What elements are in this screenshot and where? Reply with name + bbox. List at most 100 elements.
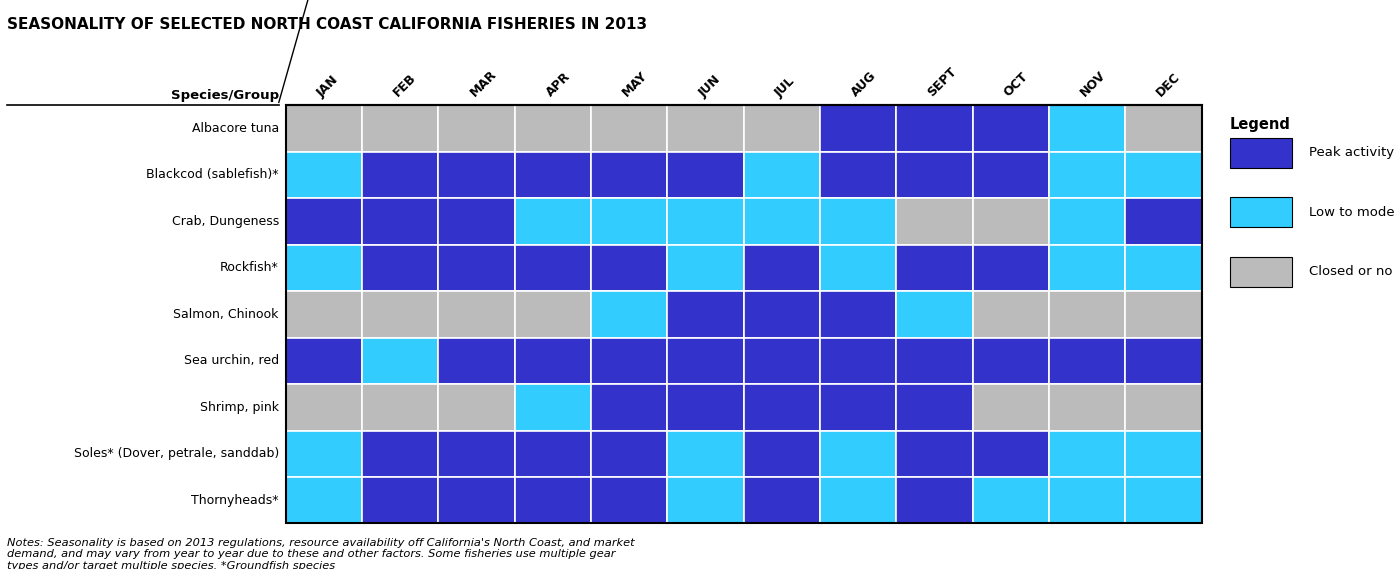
- Bar: [896, 105, 973, 152]
- Bar: [896, 337, 973, 384]
- Bar: [591, 431, 668, 477]
- Bar: [744, 477, 820, 523]
- Bar: [1125, 105, 1202, 152]
- Bar: [286, 291, 362, 337]
- Bar: [820, 152, 896, 198]
- Bar: [744, 337, 820, 384]
- Bar: [744, 198, 820, 245]
- Bar: [1048, 152, 1125, 198]
- Text: SEASONALITY OF SELECTED NORTH COAST CALIFORNIA FISHERIES IN 2013: SEASONALITY OF SELECTED NORTH COAST CALI…: [7, 17, 647, 32]
- Bar: [438, 477, 514, 523]
- Bar: [362, 105, 438, 152]
- Text: Crab, Dungeness: Crab, Dungeness: [171, 215, 279, 228]
- Text: Rockfish*: Rockfish*: [220, 261, 279, 274]
- Bar: [744, 245, 820, 291]
- Bar: [1125, 152, 1202, 198]
- Bar: [362, 198, 438, 245]
- Bar: [514, 337, 591, 384]
- Bar: [1125, 477, 1202, 523]
- Bar: [1125, 245, 1202, 291]
- Text: APR: APR: [544, 71, 573, 100]
- Bar: [1048, 291, 1125, 337]
- Bar: [820, 431, 896, 477]
- Bar: [744, 431, 820, 477]
- Bar: [286, 105, 362, 152]
- Bar: [362, 337, 438, 384]
- Bar: [286, 477, 362, 523]
- Bar: [591, 105, 668, 152]
- Bar: [1048, 198, 1125, 245]
- Bar: [668, 477, 744, 523]
- Bar: [896, 245, 973, 291]
- Bar: [1230, 138, 1292, 168]
- Text: FEB: FEB: [392, 72, 420, 100]
- Bar: [744, 152, 820, 198]
- Bar: [1125, 337, 1202, 384]
- Text: Soles* (Dover, petrale, sanddab): Soles* (Dover, petrale, sanddab): [74, 447, 279, 460]
- Bar: [591, 245, 668, 291]
- Bar: [668, 291, 744, 337]
- Bar: [973, 105, 1048, 152]
- Bar: [362, 431, 438, 477]
- Text: JUL: JUL: [772, 75, 797, 100]
- Bar: [896, 198, 973, 245]
- Text: Closed or no activity: Closed or no activity: [1309, 265, 1394, 278]
- Bar: [896, 152, 973, 198]
- Bar: [1125, 384, 1202, 431]
- Bar: [514, 105, 591, 152]
- Bar: [286, 337, 362, 384]
- Bar: [820, 337, 896, 384]
- Text: JAN: JAN: [315, 73, 342, 100]
- Bar: [286, 431, 362, 477]
- Text: DEC: DEC: [1154, 71, 1184, 100]
- Bar: [438, 105, 514, 152]
- Bar: [1230, 257, 1292, 287]
- Bar: [896, 291, 973, 337]
- Bar: [591, 291, 668, 337]
- Bar: [286, 245, 362, 291]
- Bar: [973, 337, 1048, 384]
- Bar: [820, 245, 896, 291]
- Bar: [820, 105, 896, 152]
- Bar: [514, 384, 591, 431]
- Bar: [820, 384, 896, 431]
- Text: Salmon, Chinook: Salmon, Chinook: [173, 308, 279, 321]
- Bar: [973, 384, 1048, 431]
- Bar: [820, 198, 896, 245]
- Bar: [514, 152, 591, 198]
- Bar: [362, 477, 438, 523]
- Bar: [668, 245, 744, 291]
- Bar: [286, 105, 1202, 523]
- Text: Sea urchin, red: Sea urchin, red: [184, 354, 279, 368]
- Bar: [1048, 384, 1125, 431]
- Bar: [438, 198, 514, 245]
- Bar: [438, 245, 514, 291]
- Bar: [514, 245, 591, 291]
- Bar: [438, 337, 514, 384]
- Bar: [668, 198, 744, 245]
- Text: Legend: Legend: [1230, 117, 1291, 131]
- Bar: [438, 291, 514, 337]
- Bar: [514, 431, 591, 477]
- Bar: [591, 384, 668, 431]
- Bar: [896, 384, 973, 431]
- Bar: [896, 477, 973, 523]
- Text: AUG: AUG: [849, 69, 880, 100]
- Bar: [591, 477, 668, 523]
- Bar: [1230, 197, 1292, 228]
- Bar: [362, 291, 438, 337]
- Text: Thornyheads*: Thornyheads*: [191, 494, 279, 507]
- Bar: [973, 291, 1048, 337]
- Bar: [286, 384, 362, 431]
- Bar: [1048, 431, 1125, 477]
- Text: NOV: NOV: [1078, 69, 1108, 100]
- Bar: [286, 152, 362, 198]
- Text: Peak activity: Peak activity: [1309, 146, 1394, 159]
- Text: Shrimp, pink: Shrimp, pink: [199, 401, 279, 414]
- Bar: [668, 384, 744, 431]
- Bar: [896, 431, 973, 477]
- Bar: [668, 337, 744, 384]
- Bar: [820, 291, 896, 337]
- Bar: [973, 198, 1048, 245]
- Bar: [1125, 431, 1202, 477]
